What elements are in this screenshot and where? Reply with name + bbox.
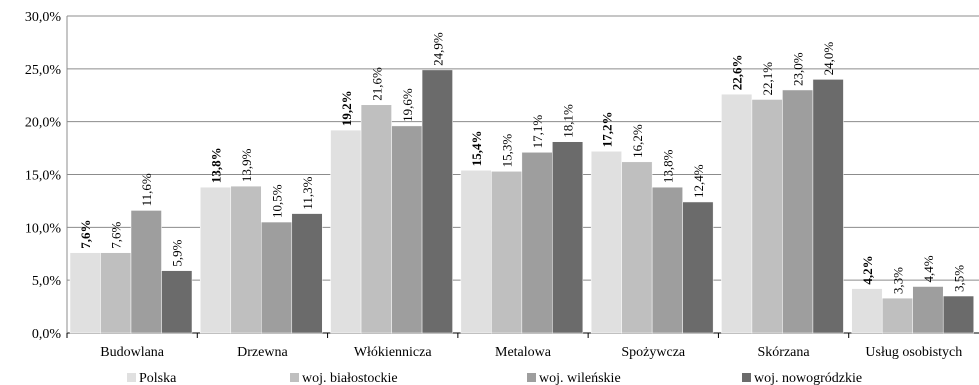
- data-label: 22,1%: [760, 62, 775, 96]
- data-label: 3,3%: [890, 267, 905, 294]
- bar-woj-bialostockie-drzewna: [230, 185, 262, 334]
- data-label: 22,6%: [730, 54, 745, 90]
- bar-woj-wilenskie-spozywcza: [651, 186, 683, 334]
- bar-woj-nowogrodzkie-spozywcza: [682, 201, 714, 334]
- x-category-label: Włókiennicza: [354, 345, 433, 360]
- legend: Polska woj. białostockie woj. wileńskie woj…: [127, 371, 862, 385]
- data-labels: 7,6% 7,6% 11,6% 5,9% 13,8% 13,9% 10,5% 11,3% 19,…: [78, 32, 966, 294]
- x-category-label: Usług osobistych: [865, 345, 962, 360]
- data-label: 21,6%: [369, 67, 384, 101]
- bar-woj-bialostockie-skorzana: [751, 99, 783, 334]
- data-label: 19,2%: [339, 90, 354, 126]
- x-category-label: Skórzana: [758, 345, 811, 360]
- bar-polska-wlokiennicza: [330, 129, 362, 334]
- y-tick-label: 20,0%: [25, 116, 62, 131]
- y-tick-label: 10,0%: [25, 221, 62, 236]
- y-tick-label: 0,0%: [32, 327, 62, 342]
- bar-woj-wilenskie-drzewna: [261, 221, 293, 334]
- data-label: 19,6%: [400, 88, 415, 122]
- bar-woj-bialostockie-metalowa: [491, 171, 523, 334]
- bar-polska-budowlana: [69, 252, 101, 334]
- bar-woj-wilenskie-budowlana: [130, 210, 162, 334]
- y-tick-label: 15,0%: [25, 169, 62, 184]
- data-label: 15,3%: [500, 134, 515, 168]
- data-label: 4,2%: [860, 255, 875, 284]
- data-label: 24,9%: [430, 32, 445, 66]
- bar-woj-bialostockie-spozywcza: [621, 161, 653, 334]
- data-label: 23,0%: [791, 52, 806, 86]
- data-label: 11,3%: [300, 176, 315, 209]
- bar-woj-nowogrodzkie-drzewna: [291, 213, 323, 334]
- data-label: 3,5%: [951, 265, 966, 292]
- data-label: 13,8%: [209, 147, 224, 183]
- bar-woj-bialostockie-budowlana: [100, 252, 132, 334]
- legend-swatch: [527, 373, 536, 382]
- data-label: 5,9%: [170, 239, 185, 266]
- bar-woj-nowogrodzkie-uslug-osobistych: [942, 295, 974, 334]
- bars: [69, 69, 974, 334]
- bar-woj-wilenskie-skorzana: [782, 89, 814, 334]
- data-label: 7,6%: [78, 219, 93, 248]
- bar-polska-spozywcza: [590, 151, 622, 334]
- bar-woj-nowogrodzkie-budowlana: [161, 270, 193, 334]
- data-label: 24,0%: [821, 42, 836, 76]
- bar-woj-wilenskie-metalowa: [521, 152, 553, 334]
- data-label: 18,1%: [561, 104, 576, 138]
- legend-label: woj. nowogródzkie: [754, 371, 862, 385]
- bar-polska-uslug-osobistych: [851, 288, 883, 334]
- y-tick-label: 5,0%: [32, 274, 62, 289]
- bar-polska-metalowa: [460, 170, 492, 334]
- data-label: 7,6%: [109, 221, 124, 248]
- x-axis: Budowlana Drzewna Włókiennicza Metalowa Spoż…: [66, 16, 962, 360]
- data-label: 4,4%: [921, 255, 936, 282]
- data-label: 13,9%: [239, 148, 254, 182]
- data-label: 13,8%: [660, 149, 675, 183]
- bar-woj-nowogrodzkie-skorzana: [812, 79, 844, 334]
- legend-swatch: [290, 373, 299, 382]
- data-label: 17,1%: [530, 115, 545, 149]
- legend-swatch: [742, 373, 751, 382]
- bar-woj-wilenskie-wlokiennicza: [391, 125, 423, 334]
- data-label: 12,4%: [691, 164, 706, 198]
- bar-woj-bialostockie-wlokiennicza: [360, 104, 392, 334]
- legend-label: woj. białostockie: [302, 371, 398, 385]
- y-tick-label: 30,0%: [25, 10, 62, 25]
- data-label: 16,2%: [630, 124, 645, 158]
- data-label: 17,2%: [599, 112, 614, 148]
- bar-woj-nowogrodzkie-metalowa: [552, 141, 584, 334]
- x-category-label: Budowlana: [100, 345, 165, 360]
- x-category-label: Spożywcza: [621, 345, 686, 360]
- bar-woj-bialostockie-uslug-osobistych: [881, 297, 913, 334]
- y-tick-label: 25,0%: [25, 63, 62, 78]
- legend-label: Polska: [139, 371, 177, 385]
- bar-polska-skorzana: [721, 93, 753, 334]
- legend-label: woj. wileńskie: [539, 371, 621, 385]
- data-label: 15,4%: [469, 131, 484, 167]
- bar-woj-nowogrodzkie-wlokiennicza: [421, 69, 453, 334]
- bar-woj-wilenskie-uslug-osobistych: [912, 286, 944, 334]
- bar-polska-drzewna: [200, 186, 232, 334]
- data-label: 11,6%: [139, 173, 154, 206]
- x-category-label: Metalowa: [495, 345, 552, 360]
- data-label: 10,5%: [270, 184, 285, 218]
- legend-swatch: [127, 373, 136, 382]
- x-category-label: Drzewna: [237, 345, 288, 360]
- y-axis-ticks: 0,0% 5,0% 10,0% 15,0% 20,0% 25,0% 30,0%: [25, 10, 62, 342]
